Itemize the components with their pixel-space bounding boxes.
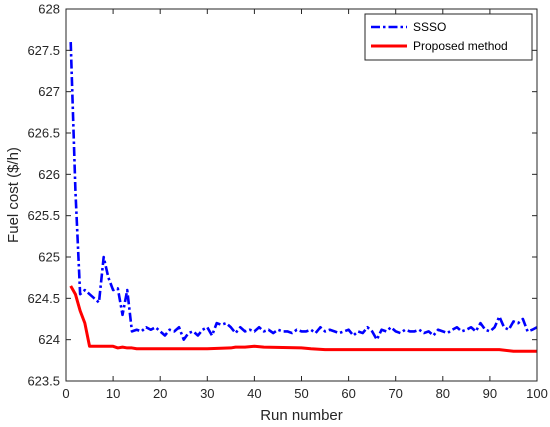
y-axis-label: Fuel cost ($/h)	[5, 147, 22, 243]
y-tick-label: 623.5	[27, 374, 60, 389]
series-line-proposed-method	[69, 285, 537, 353]
y-tick-label: 624.5	[27, 291, 60, 306]
legend-label-proposed-method: Proposed method	[413, 39, 508, 53]
x-tick-label: 40	[247, 386, 261, 401]
y-tick-label: 626.5	[27, 126, 60, 141]
x-tick-label: 50	[294, 386, 308, 401]
y-tick-label: 626	[38, 167, 60, 182]
legend-box	[364, 13, 533, 61]
legend-label-ssso: SSSO	[413, 20, 446, 34]
x-tick-label: 90	[483, 386, 497, 401]
x-axis-label: Run number	[260, 407, 343, 424]
y-tick-label: 627.5	[27, 43, 60, 58]
legend: SSSO Proposed method	[364, 13, 533, 61]
x-tick-label: 10	[106, 386, 120, 401]
y-tick-label: 627	[38, 84, 60, 99]
series-layer	[69, 42, 538, 353]
y-tick-label: 624	[38, 332, 60, 347]
series-line-ssso	[69, 42, 538, 341]
x-tick-label: 30	[200, 386, 214, 401]
x-tick-label: 80	[436, 386, 450, 401]
x-tick-label: 0	[62, 386, 69, 401]
x-tick-label: 20	[153, 386, 167, 401]
y-tick-label: 628	[38, 2, 60, 17]
x-axis: 0 10 20 30 40 50 60 70 80 90 100	[62, 9, 548, 401]
y-axis: 623.5 624 624.5 625 625.5 626 626.5 627 627.5 628	[27, 2, 537, 389]
y-tick-label: 625.5	[27, 208, 60, 223]
plot-area	[66, 9, 537, 381]
x-tick-label: 60	[341, 386, 355, 401]
x-tick-label: 100	[526, 386, 548, 401]
y-tick-label: 625	[38, 250, 60, 265]
x-tick-label: 70	[388, 386, 402, 401]
